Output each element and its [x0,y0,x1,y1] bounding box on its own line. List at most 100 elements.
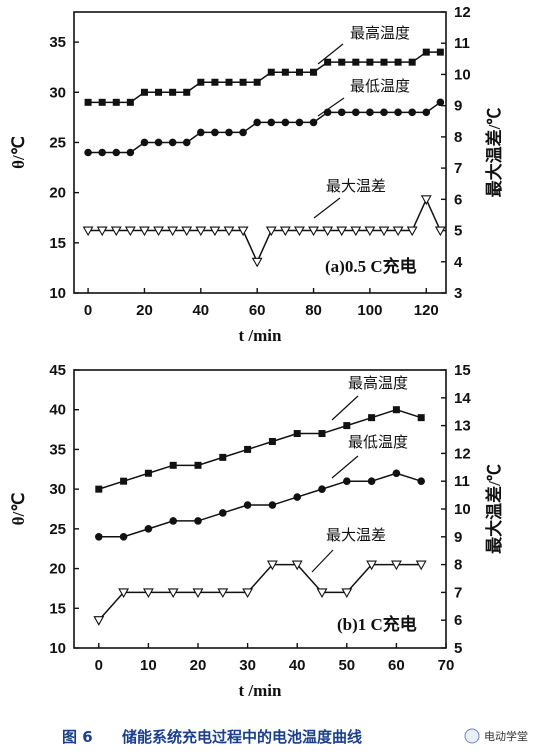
y-left-axis-title: θ/℃ [9,493,28,526]
data-point-square [225,78,233,86]
data-point-triangle [420,195,432,205]
data-point-circle [417,477,426,486]
y-left-tick-label: 45 [49,362,66,379]
series-line-1 [98,472,422,538]
x-tick-label: 0 [95,657,103,674]
annotation-leader-line [311,549,334,573]
data-point-square [120,477,128,485]
data-point-square [211,78,219,86]
data-point-circle [98,148,106,157]
y-right-tick-label: 5 [454,223,462,240]
y-left-tick-label: 15 [49,600,66,617]
data-point-triangle [406,226,418,237]
data-point-triangle [118,588,130,599]
data-point-square [197,78,205,86]
y-right-tick-label: 3 [454,285,462,302]
data-point-circle [119,533,128,541]
x-tick-label: 120 [414,302,439,319]
series-annotation-label: 最高温度 [350,24,410,42]
data-point-triangle [96,226,108,237]
data-point-square [380,58,388,66]
series-annotation-label: 最高温度 [348,374,408,392]
data-point-triangle [350,226,362,237]
data-point-circle [267,118,276,127]
data-point-circle [408,108,416,117]
data-point-circle [197,128,205,137]
series-annotation-label: 最大温差 [326,526,386,544]
x-tick-label: 10 [140,657,157,674]
watermark-logo-icon [464,728,480,744]
data-point-triangle [265,226,277,237]
y-right-tick-label: 9 [454,98,462,115]
data-point-triangle [336,226,348,237]
data-point-triangle [266,560,278,571]
y-right-tick-label: 7 [454,584,462,601]
data-point-square [394,58,402,66]
data-point-triangle [415,560,427,571]
y-right-tick-label: 8 [454,557,462,574]
y-left-tick-label: 10 [49,640,66,657]
data-point-square [219,453,227,461]
data-point-circle [126,148,135,157]
annotation-leader-line [317,43,344,65]
data-point-triangle [279,226,291,237]
data-point-circle [380,108,388,117]
annotation-leader-line [331,395,359,421]
data-point-triangle [124,226,136,237]
x-axis-title: t /min [239,326,283,345]
y-left-tick-label: 20 [49,561,66,578]
data-point-triangle [291,560,303,571]
data-point-triangle [364,226,376,237]
data-point-square [318,430,326,438]
data-point-triangle [341,588,353,599]
data-point-circle [436,98,445,107]
data-point-circle [243,501,252,509]
data-point-triangle [434,226,446,237]
series-annotation-label: 最低温度 [348,433,408,451]
data-point-square [422,48,430,56]
data-point-triangle [378,226,390,237]
y-right-tick-label: 12 [454,4,471,21]
y-right-tick-label: 10 [454,501,471,518]
data-point-circle [95,533,103,541]
data-point-triangle [322,226,334,237]
data-point-square [244,445,252,453]
figure-caption-label: 图 6 [62,728,93,746]
annotation-leader-line [317,97,345,117]
y-left-tick-label: 40 [49,402,66,419]
data-point-triangle [390,560,402,571]
data-point-square [417,414,425,422]
data-point-circle [154,138,163,147]
x-axis-title: t /min [239,681,283,700]
y-left-tick-label: 10 [49,285,66,302]
data-point-triangle [209,226,221,237]
y-right-tick-label: 6 [454,612,462,629]
data-point-circle [84,148,92,157]
y-right-tick-label: 8 [454,129,462,146]
x-tick-label: 70 [438,657,455,674]
data-point-circle [225,128,233,137]
y-right-tick-label: 6 [454,191,462,208]
data-point-square [268,437,276,445]
panel-label: (a)0.5 C充电 [325,256,417,276]
x-tick-label: 60 [249,302,266,319]
x-tick-label: 20 [136,302,153,319]
y-right-tick-label: 5 [454,640,462,657]
data-point-circle [182,138,191,147]
y-right-tick-label: 9 [454,529,462,546]
series-line-2 [88,197,442,264]
panel-label: (b)1 C充电 [337,614,417,634]
y-left-tick-label: 25 [49,521,66,538]
data-point-square [112,98,120,106]
data-point-triangle [93,616,105,626]
y-left-tick-label: 30 [49,84,66,101]
x-tick-label: 60 [388,657,405,674]
data-point-square [293,430,301,438]
data-point-circle [211,128,219,137]
y-right-tick-label: 7 [454,160,462,177]
y-left-tick-label: 35 [49,441,66,458]
data-point-square [95,485,103,493]
x-tick-label: 80 [305,302,322,319]
annotation-leader-line [313,197,341,219]
